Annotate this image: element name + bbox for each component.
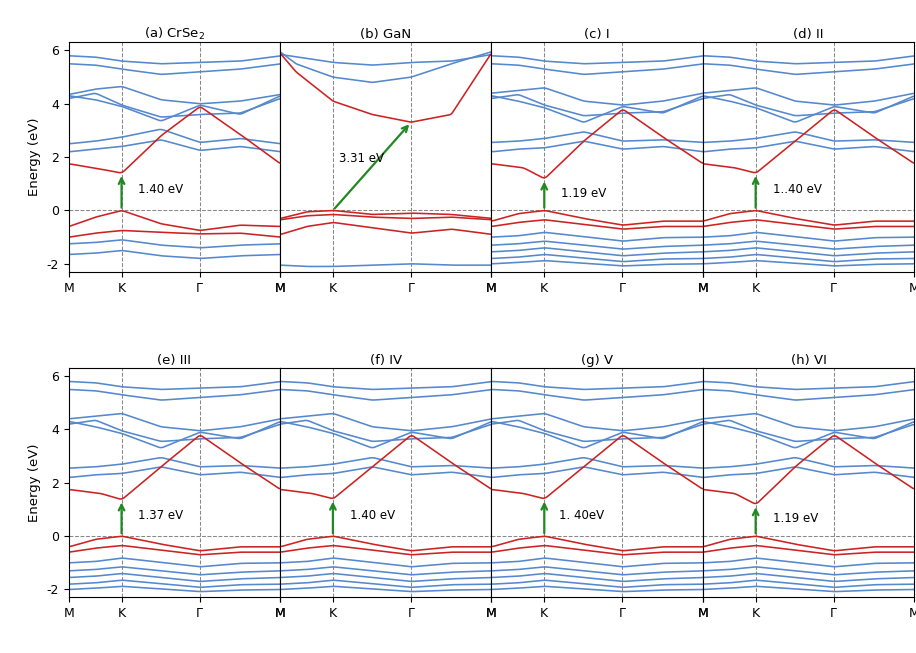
Y-axis label: Energy (eV): Energy (eV) — [28, 118, 41, 197]
Text: 3.31 eV: 3.31 eV — [339, 152, 384, 165]
Title: (d) II: (d) II — [793, 28, 823, 41]
Title: (b) GaN: (b) GaN — [360, 28, 411, 41]
Title: (e) III: (e) III — [158, 354, 191, 367]
Title: (g) V: (g) V — [581, 354, 613, 367]
Title: (f) IV: (f) IV — [370, 354, 402, 367]
Title: (c) I: (c) I — [584, 28, 610, 41]
Y-axis label: Energy (eV): Energy (eV) — [28, 443, 41, 522]
Text: 1.19 eV: 1.19 eV — [772, 513, 818, 525]
Title: (h) VI: (h) VI — [791, 354, 826, 367]
Text: 1.40 eV: 1.40 eV — [138, 183, 183, 196]
Title: (a) CrSe$_2$: (a) CrSe$_2$ — [144, 26, 205, 42]
Text: 1. 40eV: 1. 40eV — [559, 509, 605, 522]
Text: 1.19 eV: 1.19 eV — [562, 187, 606, 200]
Text: 1..40 eV: 1..40 eV — [772, 183, 822, 196]
Text: 1.37 eV: 1.37 eV — [138, 509, 183, 522]
Text: 1.40 eV: 1.40 eV — [350, 509, 395, 522]
